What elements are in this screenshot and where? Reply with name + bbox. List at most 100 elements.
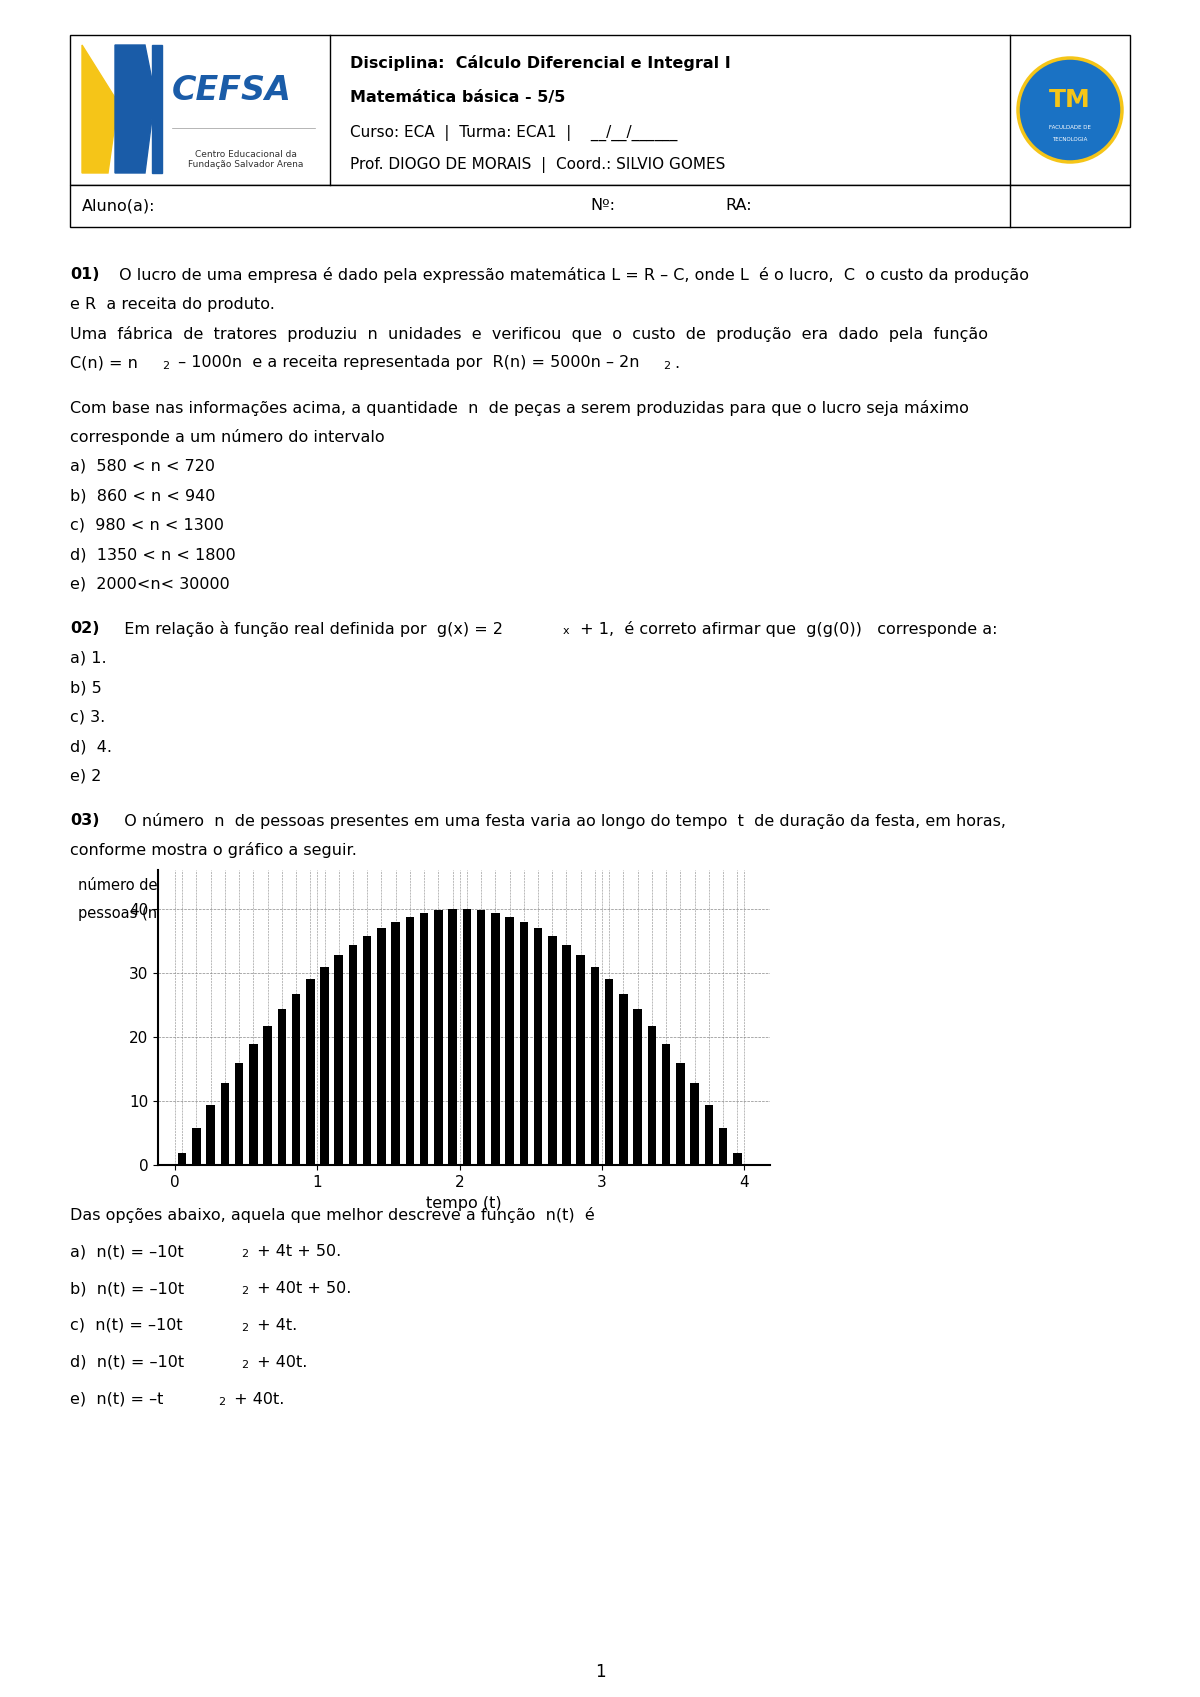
Text: a)  n(t) = –10t: a) n(t) = –10t: [70, 1244, 184, 1259]
Bar: [520, 921, 528, 1166]
Text: TM: TM: [1049, 88, 1091, 112]
Text: Com base nas informações acima, a quantidade  n  de peças a serem produzidas par: Com base nas informações acima, a quanti…: [70, 400, 968, 416]
Bar: [377, 928, 385, 1166]
Bar: [335, 955, 343, 1166]
Bar: [576, 955, 584, 1166]
Bar: [320, 967, 329, 1166]
Text: d)  n(t) = –10t: d) n(t) = –10t: [70, 1354, 184, 1369]
Bar: [420, 913, 428, 1166]
Text: a)  580 < n < 720: a) 580 < n < 720: [70, 458, 215, 473]
Bar: [277, 1010, 286, 1166]
Text: 03): 03): [70, 813, 100, 828]
Bar: [619, 993, 628, 1166]
Text: 2: 2: [162, 360, 169, 370]
Text: corresponde a um número do intervalo: corresponde a um número do intervalo: [70, 429, 385, 445]
Text: b)  860 < n < 940: b) 860 < n < 940: [70, 489, 215, 504]
Bar: [476, 910, 485, 1166]
Text: Disciplina:  Cálculo Diferencial e Integral I: Disciplina: Cálculo Diferencial e Integr…: [350, 54, 731, 71]
Text: 1: 1: [595, 1663, 605, 1682]
Bar: [178, 1152, 186, 1166]
Bar: [590, 967, 599, 1166]
Bar: [391, 921, 400, 1166]
Text: 01): 01): [70, 266, 100, 282]
Text: RA:: RA:: [725, 199, 751, 214]
Text: c) 3.: c) 3.: [70, 709, 106, 725]
Text: C(n) = n: C(n) = n: [70, 355, 138, 370]
Bar: [605, 979, 613, 1166]
Bar: [662, 1044, 671, 1166]
Text: 02): 02): [70, 621, 100, 636]
Bar: [733, 1152, 742, 1166]
Text: 2: 2: [241, 1324, 248, 1332]
Text: TECNOLOGIA: TECNOLOGIA: [1052, 137, 1087, 143]
Text: Prof. DIOGO DE MORAIS  |  Coord.: SILVIO GOMES: Prof. DIOGO DE MORAIS | Coord.: SILVIO G…: [350, 158, 725, 173]
Text: O número  n  de pessoas presentes em uma festa varia ao longo do tempo  t  de du: O número n de pessoas presentes em uma f…: [114, 813, 1006, 828]
Text: e R  a receita do produto.: e R a receita do produto.: [70, 297, 275, 312]
Text: + 4t.: + 4t.: [252, 1319, 298, 1332]
Text: c)  n(t) = –10t: c) n(t) = –10t: [70, 1319, 182, 1332]
Text: Aluno(a):: Aluno(a):: [82, 199, 156, 214]
Text: d)  4.: d) 4.: [70, 738, 112, 753]
Text: + 1,  é correto afirmar que  g(g(0))   corresponde a:: + 1, é correto afirmar que g(g(0)) corre…: [575, 621, 997, 636]
Text: e) 2: e) 2: [70, 769, 101, 784]
Text: 2: 2: [241, 1286, 248, 1297]
Bar: [235, 1062, 244, 1166]
Text: Matemática básica - 5/5: Matemática básica - 5/5: [350, 90, 565, 105]
Bar: [221, 1083, 229, 1166]
X-axis label: tempo (t): tempo (t): [426, 1195, 502, 1210]
Text: b) 5: b) 5: [70, 680, 102, 696]
Bar: [263, 1025, 272, 1166]
Text: pessoas (n): pessoas (n): [78, 906, 163, 921]
Text: + 40t.: + 40t.: [229, 1392, 284, 1407]
Text: Em relação à função real definida por  g(x) = 2: Em relação à função real definida por g(…: [114, 621, 503, 636]
Bar: [704, 1105, 713, 1166]
Text: 2: 2: [241, 1249, 248, 1259]
Bar: [250, 1044, 258, 1166]
Text: Nº:: Nº:: [590, 199, 616, 214]
Text: 2: 2: [241, 1359, 248, 1369]
Text: Centro Educacional da
Fundação Salvador Arena: Centro Educacional da Fundação Salvador …: [188, 149, 304, 170]
Polygon shape: [82, 46, 118, 173]
Bar: [349, 945, 358, 1166]
Bar: [449, 910, 457, 1166]
Text: O lucro de uma empresa é dado pela expressão matemática L = R – C, onde L  é o l: O lucro de uma empresa é dado pela expre…: [114, 266, 1030, 283]
Text: conforme mostra o gráfico a seguir.: conforme mostra o gráfico a seguir.: [70, 842, 356, 859]
Bar: [491, 913, 499, 1166]
Text: CEFSA: CEFSA: [172, 75, 292, 107]
Bar: [152, 46, 162, 173]
Bar: [548, 935, 557, 1166]
Bar: [534, 928, 542, 1166]
Bar: [563, 945, 571, 1166]
Text: b)  n(t) = –10t: b) n(t) = –10t: [70, 1281, 184, 1297]
Bar: [206, 1105, 215, 1166]
Circle shape: [1018, 58, 1122, 161]
Text: + 4t + 50.: + 4t + 50.: [252, 1244, 341, 1259]
Text: número de: número de: [78, 879, 157, 893]
Text: e)  n(t) = –t: e) n(t) = –t: [70, 1392, 163, 1407]
Bar: [434, 910, 443, 1166]
Text: d)  1350 < n < 1800: d) 1350 < n < 1800: [70, 546, 235, 562]
Bar: [292, 993, 300, 1166]
Polygon shape: [115, 46, 155, 173]
Text: 2: 2: [218, 1397, 226, 1407]
Bar: [505, 916, 514, 1166]
Text: 2: 2: [662, 360, 670, 370]
Text: x: x: [563, 626, 570, 636]
Bar: [462, 910, 472, 1166]
Text: – 1000n  e a receita representada por  R(n) = 5000n – 2n: – 1000n e a receita representada por R(n…: [173, 355, 640, 370]
Bar: [70, 36, 1130, 185]
Bar: [306, 979, 314, 1166]
Text: Das opções abaixo, aquela que melhor descreve a função  n(t)  é: Das opções abaixo, aquela que melhor des…: [70, 1207, 595, 1224]
Text: + 40t.: + 40t.: [252, 1354, 307, 1369]
Bar: [362, 935, 372, 1166]
Text: c)  980 < n < 1300: c) 980 < n < 1300: [70, 518, 224, 533]
Text: + 40t + 50.: + 40t + 50.: [252, 1281, 352, 1297]
Text: Uma  fábrica  de  tratores  produziu  n  unidades  e  verificou  que  o  custo  : Uma fábrica de tratores produziu n unida…: [70, 326, 988, 343]
Bar: [648, 1025, 656, 1166]
Text: e)  2000<n< 30000: e) 2000<n< 30000: [70, 577, 229, 592]
Bar: [719, 1129, 727, 1166]
Bar: [70, 185, 1130, 227]
Text: FACULDADE DE: FACULDADE DE: [1049, 126, 1091, 131]
Bar: [634, 1010, 642, 1166]
Bar: [690, 1083, 698, 1166]
